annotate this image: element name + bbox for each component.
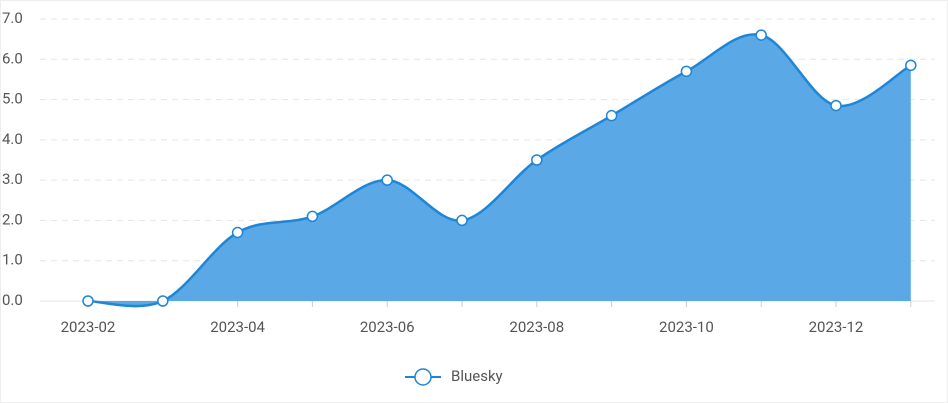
x-tick-label: 2023-04 [210,318,265,336]
y-tick-label: 6.0 [2,49,23,67]
point [157,295,169,307]
y-tick-label: 4.0 [2,130,23,148]
y-tick-label: 7.0 [2,9,23,27]
point [755,29,767,41]
y-tick-label: 5.0 [2,90,23,108]
x-tick-label: 2023-08 [509,318,564,336]
point [381,174,393,186]
y-tick-label: 1.0 [2,251,23,269]
legend-marker [414,368,432,386]
point [905,59,917,72]
x-tick-label: 2023-02 [61,318,116,336]
point [531,154,543,166]
y-tick-label: 2.0 [2,210,23,228]
point [82,295,94,307]
x-tick-label: 2023-10 [659,318,714,336]
y-tick-label: 0.0 [2,291,23,309]
area [88,34,911,307]
point [456,214,468,227]
point [830,99,842,112]
point [306,210,319,223]
point [231,226,244,239]
legend-label: Bluesky [451,367,503,385]
y-tick-label: 3.0 [2,170,23,188]
line [87,33,912,308]
point [680,65,693,78]
x-tick-label: 2023-12 [809,318,864,336]
x-tick-label: 2023-06 [360,318,415,336]
point [605,109,618,122]
